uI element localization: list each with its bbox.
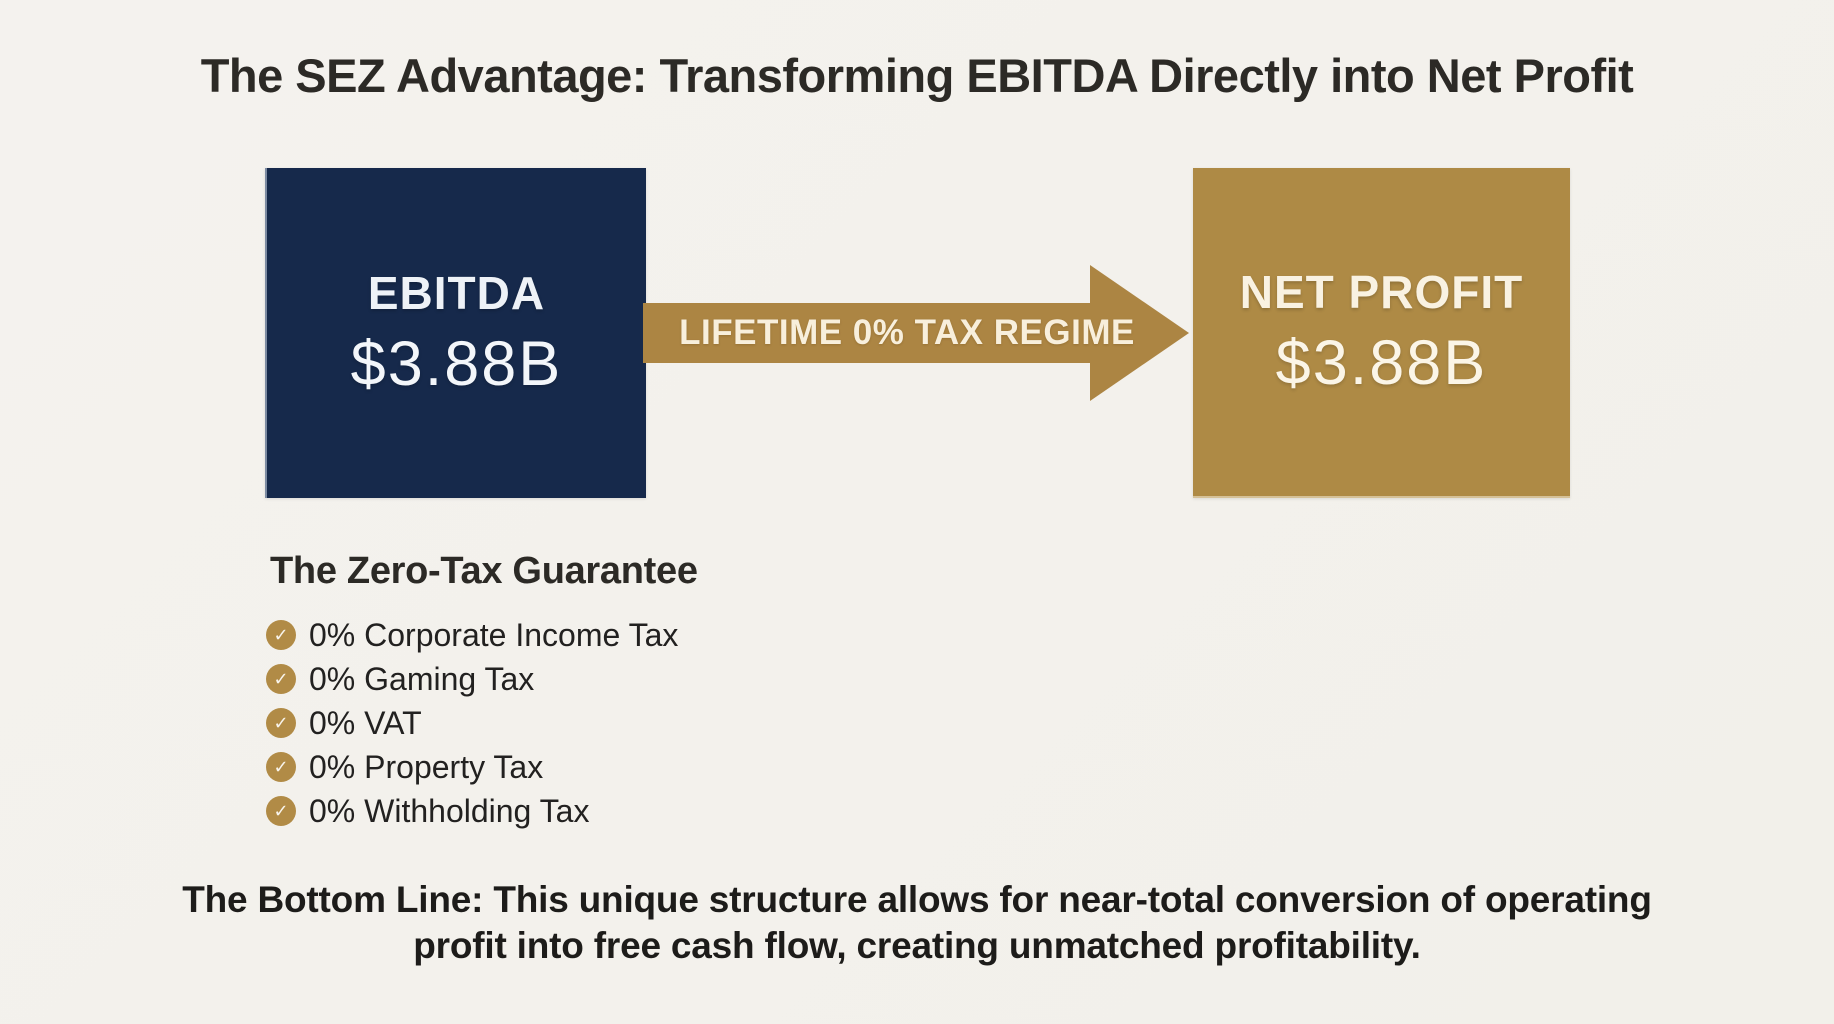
checkmark-icon: ✓ [266, 708, 296, 738]
guarantee-list: ✓ 0% Corporate Income Tax ✓ 0% Gaming Ta… [266, 613, 678, 833]
list-item: ✓ 0% VAT [266, 701, 678, 745]
guarantee-heading: The Zero-Tax Guarantee [270, 550, 698, 592]
flow-arrow-label: LIFETIME 0% TAX REGIME [679, 313, 1135, 352]
flow-arrow-head-icon [1090, 265, 1189, 401]
flow-arrow-shaft [643, 303, 1091, 363]
list-item-label: 0% Gaming Tax [309, 660, 535, 697]
ebitda-value: $3.88B [350, 329, 563, 399]
ebitda-box: EBITDA $3.88B [265, 168, 646, 498]
checkmark-icon: ✓ [266, 796, 296, 826]
net-profit-box: NET PROFIT $3.88B [1193, 168, 1570, 498]
list-item-label: 0% Corporate Income Tax [309, 616, 679, 653]
bottom-line-2: profit into free cash flow, creating unm… [413, 925, 1421, 966]
checkmark-icon: ✓ [266, 664, 296, 694]
list-item-label: 0% VAT [309, 704, 422, 741]
page-title: The SEZ Advantage: Transforming EBITDA D… [200, 49, 1634, 102]
checkmark-icon: ✓ [266, 752, 296, 782]
list-item-label: 0% Withholding Tax [309, 792, 590, 829]
list-item: ✓ 0% Gaming Tax [266, 657, 678, 701]
bottom-line-1: The Bottom Line: This unique structure a… [182, 879, 1652, 920]
ebitda-label: EBITDA [367, 267, 546, 319]
list-item-label: 0% Property Tax [309, 748, 544, 785]
list-item: ✓ 0% Corporate Income Tax [266, 613, 678, 657]
checkmark-icon: ✓ [266, 620, 296, 650]
list-item: ✓ 0% Property Tax [266, 745, 678, 789]
bottom-line-text: The Bottom Line: This unique structure a… [0, 877, 1834, 969]
net-profit-value: $3.88B [1275, 328, 1488, 398]
list-item: ✓ 0% Withholding Tax [266, 789, 678, 833]
net-profit-label: NET PROFIT [1239, 266, 1524, 318]
